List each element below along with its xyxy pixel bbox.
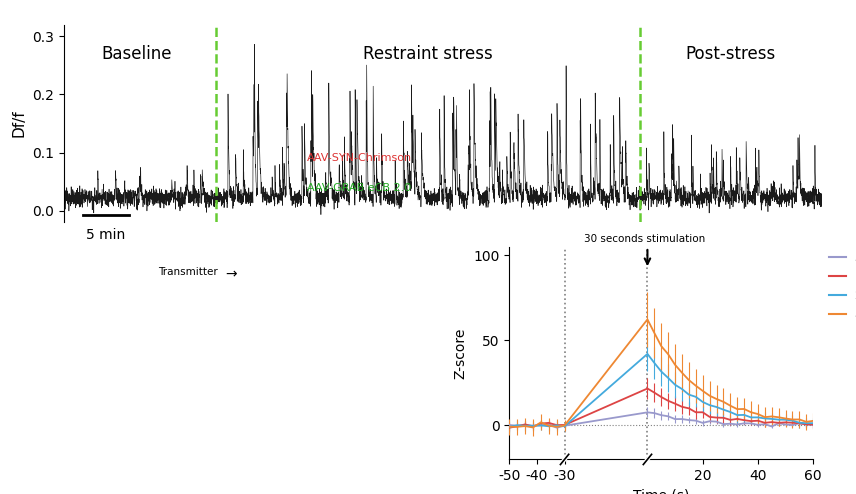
Text: AAV-GRAB eCB 2.0: AAV-GRAB eCB 2.0 <box>307 183 412 193</box>
Text: 5 min: 5 min <box>86 228 126 242</box>
Y-axis label: Df/f: Df/f <box>12 110 27 137</box>
X-axis label: Time (s): Time (s) <box>633 489 689 494</box>
Text: Restraint stress: Restraint stress <box>363 45 493 63</box>
Text: →: → <box>225 267 237 281</box>
Text: Post-stress: Post-stress <box>686 45 776 63</box>
Y-axis label: Z-score: Z-score <box>454 328 467 379</box>
Text: 30 seconds stimulation: 30 seconds stimulation <box>584 234 705 244</box>
Text: Baseline: Baseline <box>102 45 172 63</box>
Text: Transmitter: Transmitter <box>158 267 218 277</box>
Legend: 5 Hz, 10 Hz, 20 Hz, 30 Hz: 5 Hz, 10 Hz, 20 Hz, 30 Hz <box>825 248 856 324</box>
Text: AAV-SYN-Chrimson: AAV-SYN-Chrimson <box>307 153 412 163</box>
